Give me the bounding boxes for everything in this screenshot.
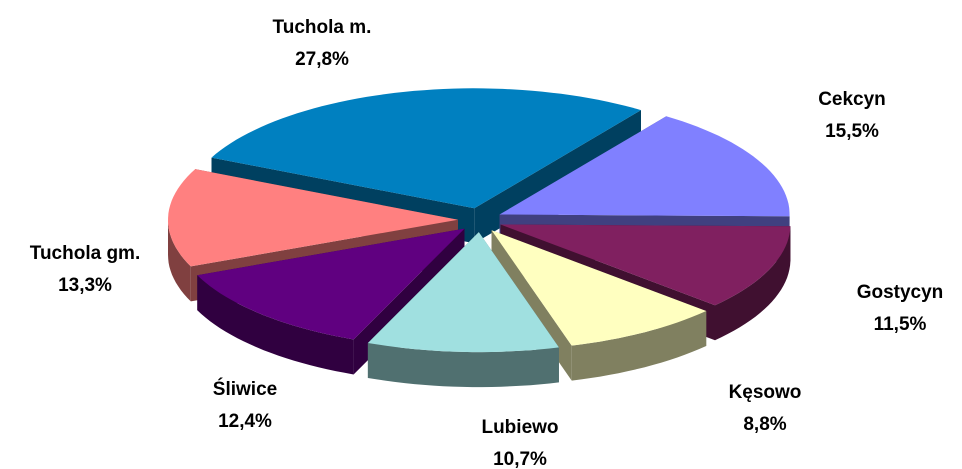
slice-label: Kęsowo: [729, 382, 802, 403]
slice: [197, 228, 465, 340]
value-label: 10,7%: [493, 449, 547, 469]
value-label: 11,5%: [874, 314, 927, 335]
slice: [500, 224, 791, 306]
slice: [491, 230, 707, 346]
value-label: 12,4%: [218, 411, 272, 432]
slice: [168, 169, 458, 267]
slice: [499, 116, 790, 217]
slice-wall: [197, 275, 354, 375]
slice-wall: [571, 311, 707, 381]
value-label: 15,5%: [825, 121, 879, 142]
slice: [211, 88, 641, 209]
slice: [367, 232, 559, 353]
slice-wall: [715, 226, 791, 341]
value-label: 13,3%: [58, 275, 112, 296]
slice-label: Śliwice: [213, 378, 277, 400]
slice-label: Gostycyn: [857, 282, 944, 303]
slice-label: Tuchola m.: [273, 17, 372, 38]
slice-wall: [168, 219, 191, 302]
value-label: 27,8%: [295, 49, 349, 70]
slice-label: Tuchola gm.: [30, 243, 140, 264]
value-label: 8,8%: [743, 414, 786, 435]
slice-label: Lubiewo: [481, 417, 558, 438]
slice-label: Cekcyn: [818, 89, 886, 110]
slice-wall: [367, 343, 559, 388]
